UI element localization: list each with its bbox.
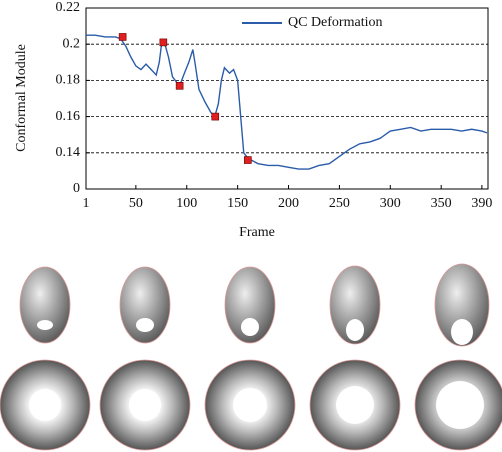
face-images bbox=[0, 263, 502, 451]
x-axis-label: Frame bbox=[239, 225, 275, 240]
marker bbox=[118, 33, 127, 41]
x-tick-label: 1 bbox=[83, 196, 90, 211]
y-tick-label: 0 bbox=[73, 181, 80, 196]
y-tick-label: 0.2 bbox=[63, 36, 81, 51]
x-tick-label: 200 bbox=[278, 196, 299, 211]
y-tick-label: 0.14 bbox=[56, 145, 81, 160]
y-tick-label: 0.22 bbox=[56, 0, 81, 15]
x-tick-label: 100 bbox=[176, 196, 197, 211]
series-line bbox=[86, 34, 488, 170]
y-tick-label: 0.18 bbox=[56, 73, 81, 88]
x-tick-label: 250 bbox=[329, 196, 350, 211]
y-axis-label: Conformal Module bbox=[14, 44, 29, 152]
legend-label: QC Deformation bbox=[288, 15, 382, 30]
marker bbox=[244, 156, 252, 164]
plot-frame bbox=[85, 7, 489, 190]
x-tick-label: 390 bbox=[471, 196, 492, 211]
y-tick-label: 0.16 bbox=[56, 109, 81, 124]
x-tick-label: 300 bbox=[380, 196, 401, 211]
marker bbox=[175, 82, 184, 90]
marker bbox=[211, 112, 220, 121]
marker bbox=[159, 38, 168, 47]
x-tick-label: 150 bbox=[227, 196, 248, 211]
x-tick-label: 350 bbox=[431, 196, 452, 211]
x-tick-label: 50 bbox=[129, 196, 143, 211]
